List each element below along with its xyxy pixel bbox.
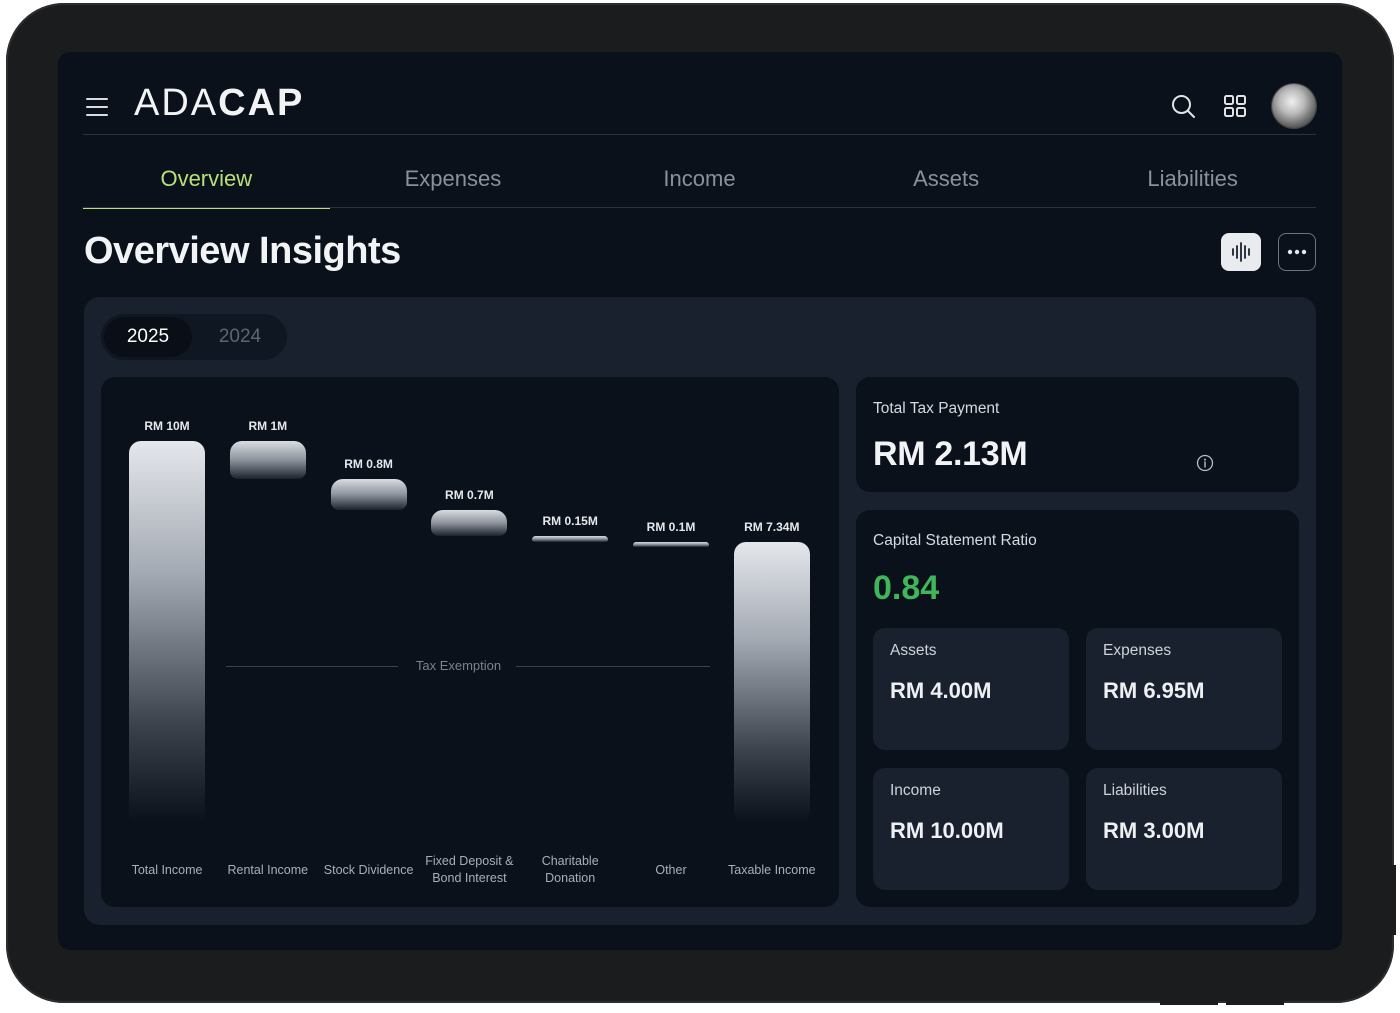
category-label-other: Other bbox=[655, 863, 687, 877]
year-2024-button[interactable]: 2024 bbox=[218, 326, 262, 347]
category-label-total-income: Total Income bbox=[131, 863, 203, 877]
bar-stock-dividence[interactable] bbox=[330, 479, 407, 510]
capital-ratio-label: Capital Statement Ratio bbox=[873, 532, 1037, 549]
assets-tile[interactable]: Assets RM 4.00M bbox=[873, 628, 1069, 750]
expenses-value: RM 6.95M bbox=[1103, 678, 1205, 703]
search-icon[interactable] bbox=[1169, 92, 1197, 120]
logo-bold: CAP bbox=[218, 82, 305, 124]
tax-exemption-line-left bbox=[226, 666, 398, 667]
income-tile[interactable]: Income RM 10.00M bbox=[873, 768, 1069, 890]
info-icon[interactable] bbox=[1196, 454, 1214, 472]
liabilities-value: RM 3.00M bbox=[1103, 818, 1205, 843]
tab-income[interactable]: Income bbox=[663, 166, 736, 191]
bar-value-label-stock-dividence: RM 0.8M bbox=[344, 457, 393, 472]
tax-payment-value: RM 2.13M bbox=[873, 435, 1028, 473]
waveform-button[interactable] bbox=[1221, 233, 1261, 271]
bar-value-label-total-income: RM 10M bbox=[144, 419, 190, 433]
expenses-tile[interactable]: Expenses RM 6.95M bbox=[1086, 628, 1282, 750]
income-label: Income bbox=[890, 782, 941, 799]
category-label-fixed-deposit-bond-interest: Fixed Deposit & Bond Interest bbox=[425, 854, 514, 885]
bar-value-label-rental-income: RM 1M bbox=[248, 419, 288, 433]
bar-taxable-income[interactable] bbox=[733, 542, 810, 822]
avatar[interactable] bbox=[1272, 84, 1316, 128]
tab-assets[interactable]: Assets bbox=[913, 166, 980, 191]
waveform-icon bbox=[1232, 242, 1250, 262]
device-top-button bbox=[1160, 1000, 1218, 1005]
category-label-rental-income: Rental Income bbox=[227, 863, 309, 877]
liabilities-label: Liabilities bbox=[1103, 782, 1167, 799]
grid-icon[interactable] bbox=[1221, 92, 1249, 120]
bar-value-label-taxable-income: RM 7.34M bbox=[744, 520, 800, 535]
device-top-button-2 bbox=[1226, 1000, 1284, 1005]
year-selector: 2025 2024 bbox=[101, 314, 287, 360]
more-icon bbox=[1287, 249, 1307, 255]
liabilities-tile[interactable]: Liabilities RM 3.00M bbox=[1086, 768, 1282, 890]
bar-value-label-fixed-deposit-bond-interest: RM 0.7M bbox=[445, 487, 494, 502]
device-side-button bbox=[1392, 865, 1396, 935]
capital-ratio-value: 0.84 bbox=[873, 569, 940, 607]
app-logo[interactable]: ADACAP bbox=[134, 82, 304, 125]
tab-overview[interactable]: Overview bbox=[83, 150, 330, 209]
category-label-stock-dividence: Stock Dividence bbox=[323, 863, 414, 877]
insights-panel: 2025 2024 Tax Exemption RM 10M Total Inco… bbox=[84, 297, 1316, 925]
bar-total-income[interactable] bbox=[129, 441, 205, 822]
page-title: Overview Insights bbox=[84, 230, 401, 272]
waterfall-chart: Tax Exemption RM 10M Total Income RM 1M Ren… bbox=[101, 377, 839, 907]
app-screen: ADACAP Overview Expenses Income Assets L… bbox=[58, 52, 1342, 950]
category-label-taxable-income: Taxable Income bbox=[728, 863, 816, 877]
tabs-divider bbox=[83, 207, 1316, 208]
assets-value: RM 4.00M bbox=[890, 678, 992, 703]
assets-label: Assets bbox=[890, 642, 937, 659]
bar-rental-income[interactable] bbox=[229, 441, 306, 480]
tab-liabilities[interactable]: Liabilities bbox=[1147, 166, 1238, 191]
tax-payment-card: Total Tax Payment RM 2.13M bbox=[856, 377, 1299, 492]
header-divider bbox=[83, 134, 1316, 135]
bar-value-label-other: RM 0.1M bbox=[646, 519, 696, 534]
menu-icon[interactable] bbox=[86, 98, 108, 116]
tax-exemption-line-right bbox=[516, 666, 710, 667]
logo-light: ADA bbox=[134, 82, 219, 124]
tab-expenses[interactable]: Expenses bbox=[404, 166, 502, 191]
capital-ratio-card: Capital Statement Ratio 0.84 Assets RM 4… bbox=[856, 510, 1299, 907]
expenses-label: Expenses bbox=[1103, 642, 1172, 659]
year-2025-button[interactable]: 2025 bbox=[104, 317, 192, 357]
tab-bar: Overview Expenses Income Assets Liabilit… bbox=[83, 150, 1316, 209]
tax-exemption-label: Tax Exemption bbox=[415, 658, 502, 673]
more-button[interactable] bbox=[1278, 233, 1316, 271]
bar-fixed-deposit-bond-interest[interactable] bbox=[431, 509, 508, 537]
tax-payment-label: Total Tax Payment bbox=[873, 400, 1000, 417]
bar-charitable-donation[interactable] bbox=[532, 536, 609, 542]
bar-other[interactable] bbox=[633, 541, 709, 547]
income-value: RM 10.00M bbox=[890, 818, 1004, 843]
category-label-charitable-donation: Charitable Donation bbox=[541, 854, 599, 885]
bar-value-label-charitable-donation: RM 0.15M bbox=[542, 514, 598, 529]
